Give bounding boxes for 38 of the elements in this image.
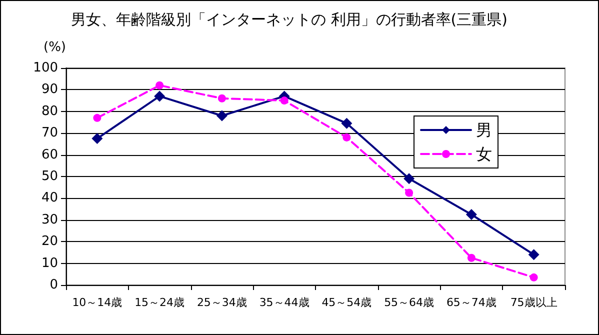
point	[528, 249, 540, 260]
x-tick-label: 55～64歳	[384, 296, 434, 309]
point	[530, 273, 538, 282]
y-tick-label: 60	[41, 147, 58, 162]
y-tick-label: 20	[41, 234, 58, 250]
point	[466, 208, 477, 220]
x-tick-label: 45～54歳	[322, 296, 372, 309]
y-tick-label: 70	[41, 126, 58, 141]
point	[404, 173, 415, 184]
point	[92, 133, 103, 144]
x-tick-label: 25～34歳	[196, 296, 247, 309]
x-tick-label: 10～14歳	[72, 296, 122, 309]
y-tick-label: 30	[41, 212, 58, 228]
y-tick-label: 50	[41, 169, 58, 184]
x-tick-label: 65～74歳	[446, 296, 496, 309]
y-tick-label: 100	[33, 60, 58, 76]
y-tick-label: 80	[41, 104, 58, 119]
x-tick-label: 75歳以上	[510, 296, 558, 309]
legend-label: 女	[476, 144, 492, 164]
point	[405, 188, 414, 197]
point	[93, 114, 102, 122]
y-tick-label: 40	[41, 190, 58, 206]
y-tick-label: 10	[41, 256, 58, 271]
point	[218, 94, 226, 102]
point	[341, 118, 352, 129]
y-axis-title: (%)	[44, 40, 66, 55]
x-tick-label: 35～44歳	[259, 296, 310, 309]
point	[216, 110, 228, 122]
chart-title: 男女、年齢階級別「インターネットの 利用」の行動者率(三重県)	[71, 10, 508, 28]
point	[280, 96, 288, 105]
point	[342, 133, 351, 142]
y-tick-label: 90	[41, 82, 58, 98]
legend-label: 男	[476, 120, 492, 140]
x-tick-label: 15～24歳	[134, 296, 185, 309]
point	[154, 90, 166, 102]
point	[467, 254, 476, 262]
y-tick-label: 0	[50, 278, 58, 292]
point	[156, 81, 164, 90]
